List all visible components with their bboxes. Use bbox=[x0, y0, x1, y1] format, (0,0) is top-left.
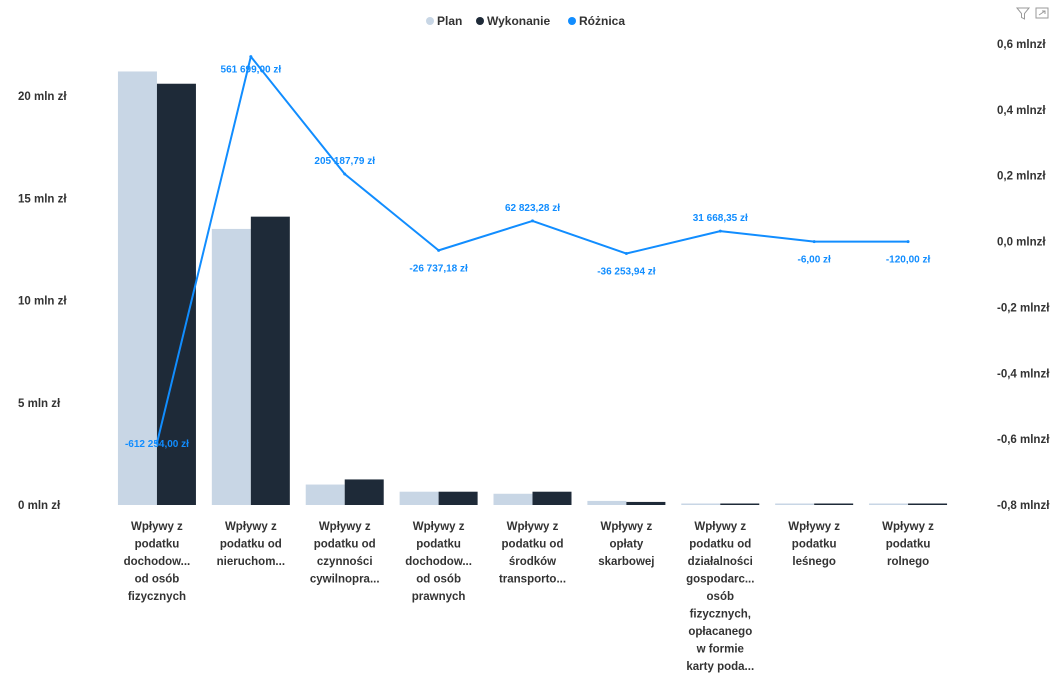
data-label: 62 823,28 zł bbox=[505, 203, 560, 214]
right-tick-label: -0,4 mlnzł bbox=[997, 368, 1050, 380]
line-point[interactable] bbox=[343, 172, 347, 176]
right-tick-label: -0,6 mlnzł bbox=[997, 434, 1050, 446]
category-label: Wpływy z podatku dochodow... od osób prawnyc… bbox=[405, 521, 472, 603]
legend-label-r-nica: Różnica bbox=[579, 14, 625, 28]
category-label: Wpływy z opłaty skarbowej bbox=[598, 521, 654, 568]
category-label: Wpływy z podatku od działalności gospodarc.… bbox=[686, 521, 754, 673]
line-data-labels: -612 254,00 zł 561 699,00 zł 205 187,79 zł… bbox=[125, 65, 931, 450]
left-tick-label: 5 mln zł bbox=[18, 398, 61, 410]
bar-wykonanie[interactable] bbox=[438, 491, 478, 505]
line-point[interactable] bbox=[249, 55, 253, 59]
line-point[interactable] bbox=[531, 219, 534, 223]
bar-wykonanie[interactable] bbox=[814, 503, 854, 506]
legend-marker-plan bbox=[426, 17, 434, 25]
bar-wykonanie[interactable] bbox=[720, 503, 760, 506]
data-label: 205 187,79 zł bbox=[314, 156, 375, 167]
bar-plan[interactable] bbox=[493, 493, 533, 505]
left-tick-label: 0 mln zł bbox=[18, 500, 61, 512]
legend-marker-wykonanie bbox=[476, 17, 484, 25]
left-tick-label: 15 mln zł bbox=[18, 193, 67, 205]
line-point[interactable] bbox=[906, 240, 910, 244]
legend-item-plan[interactable]: Plan bbox=[426, 14, 462, 28]
right-tick-label: -0,8 mlnzł bbox=[997, 500, 1050, 512]
line-series bbox=[155, 55, 910, 445]
bar-wykonanie[interactable] bbox=[156, 83, 196, 505]
visual-header-toolbar bbox=[1015, 7, 1049, 20]
line-point[interactable] bbox=[624, 252, 628, 256]
bar-plan[interactable] bbox=[775, 503, 815, 506]
bar-plan[interactable] bbox=[211, 228, 251, 506]
bar-wykonanie[interactable] bbox=[344, 479, 384, 505]
x-axis-categories: Wpływy z podatku dochodow... od osób fizyczn… bbox=[124, 521, 935, 673]
right-y-axis: -0,8 mlnzł -0,6 mlnzł -0,4 mlnzł -0,2 mlnzł… bbox=[997, 39, 1050, 512]
legend-item-r-nica[interactable]: Różnica bbox=[568, 14, 625, 28]
data-label: 31 668,35 zł bbox=[693, 213, 748, 224]
data-label: -36 253,94 zł bbox=[597, 267, 656, 278]
category-label: Wpływy z podatku dochodow... od osób fizyczn… bbox=[124, 521, 191, 603]
right-tick-label: 0,0 mlnzł bbox=[997, 237, 1046, 249]
filter-icon[interactable] bbox=[1015, 7, 1031, 20]
bar-series bbox=[117, 71, 948, 506]
line-point[interactable] bbox=[718, 229, 722, 233]
bar-plan[interactable] bbox=[681, 503, 721, 506]
category-label: Wpływy z podatku od czynności cywilnopra... bbox=[310, 521, 380, 586]
left-tick-label: 20 mln zł bbox=[18, 91, 67, 103]
category-label: Wpływy z podatku od środków transporto... bbox=[499, 521, 566, 586]
right-tick-label: 0,6 mlnzł bbox=[997, 39, 1046, 51]
legend-label-plan: Plan bbox=[437, 14, 462, 28]
category-label: Wpływy z podatku rolnego bbox=[882, 521, 934, 568]
left-y-axis: 0 mln zł 5 mln zł 10 mln zł 15 mln zł 20 mln… bbox=[18, 91, 67, 512]
legend-label-wykonanie: Wykonanie bbox=[487, 14, 550, 28]
right-tick-label: -0,2 mlnzł bbox=[997, 302, 1050, 314]
bar-plan[interactable] bbox=[117, 71, 157, 506]
right-tick-label: 0,4 mlnzł bbox=[997, 105, 1046, 117]
focus-mode-icon[interactable] bbox=[1035, 7, 1049, 19]
bar-wykonanie[interactable] bbox=[908, 503, 948, 506]
data-label: -120,00 zł bbox=[886, 255, 931, 266]
left-tick-label: 10 mln zł bbox=[18, 296, 67, 308]
bar-plan[interactable] bbox=[587, 500, 627, 505]
data-label: -26 737,18 zł bbox=[409, 263, 468, 274]
chart-legend[interactable]: Plan Wykonanie Różnica bbox=[426, 14, 625, 28]
legend-item-wykonanie[interactable]: Wykonanie bbox=[476, 14, 550, 28]
data-label: 561 699,00 zł bbox=[221, 65, 282, 76]
bar-plan[interactable] bbox=[399, 491, 439, 505]
line-point[interactable] bbox=[155, 441, 159, 445]
line-point[interactable] bbox=[437, 248, 441, 252]
bar-wykonanie[interactable] bbox=[626, 501, 666, 505]
category-label: Wpływy z podatku leśnego bbox=[788, 521, 840, 568]
data-label: -612 254,00 zł bbox=[125, 439, 189, 450]
category-label: Wpływy z podatku od nieruchom... bbox=[217, 521, 285, 568]
data-label: -6,00 zł bbox=[797, 255, 831, 266]
legend-marker-r-nica bbox=[568, 17, 576, 25]
line-point[interactable] bbox=[812, 240, 816, 244]
right-tick-label: 0,2 mlnzł bbox=[997, 171, 1046, 183]
bar-wykonanie[interactable] bbox=[250, 216, 290, 505]
bar-wykonanie[interactable] bbox=[532, 491, 572, 505]
bar-plan[interactable] bbox=[305, 484, 345, 505]
bar-plan[interactable] bbox=[869, 503, 909, 506]
